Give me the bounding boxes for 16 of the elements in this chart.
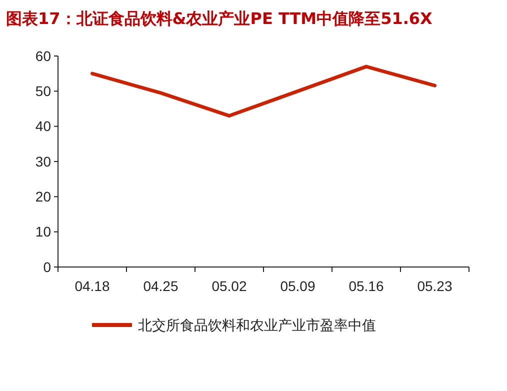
x-tick-label: 05.09: [280, 278, 316, 294]
y-tick-label: 10: [35, 224, 52, 240]
legend-label: 北交所食品饮料和农业产业市盈率中值: [138, 318, 376, 334]
x-tick-label: 04.25: [143, 278, 178, 294]
x-tick-label: 05.02: [212, 278, 247, 294]
x-tick-label: 05.16: [348, 278, 384, 294]
line-series: [90, 64, 436, 118]
x-tick-label: 04.18: [74, 278, 110, 294]
y-tick-label: 40: [35, 118, 52, 134]
y-tick-label: 30: [35, 153, 52, 170]
y-tick-label: 20: [35, 188, 52, 205]
y-tick-label: 50: [35, 83, 52, 100]
y-tick-label: 60: [35, 48, 52, 64]
x-tick-label: 05.23: [417, 278, 452, 294]
chart-title: 图表17：北证食品饮料&农业产业PE TTM中值降至51.6X: [6, 9, 434, 28]
y-tick-label: 0: [43, 258, 52, 275]
